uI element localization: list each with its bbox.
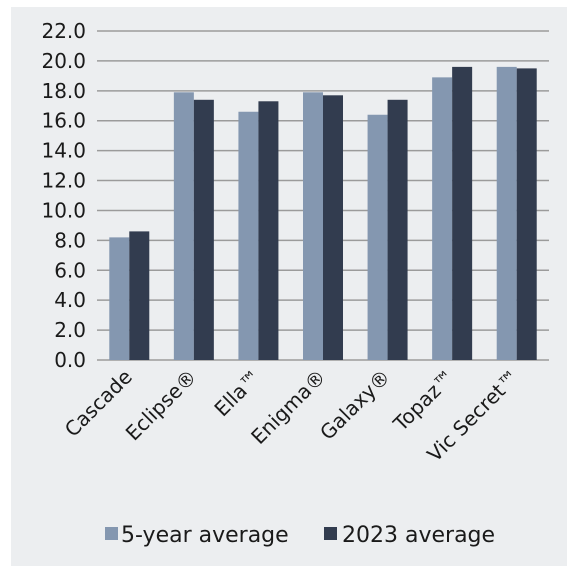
x-category-label: Galaxy® — [315, 365, 395, 445]
y-tick-label: 10.0 — [41, 198, 86, 222]
bar-2023-average — [516, 68, 537, 361]
bar-five-year-average — [173, 92, 194, 361]
bar-2023-average — [323, 95, 343, 361]
x-category-label: Ella™ — [209, 365, 266, 422]
bar-2023-average — [387, 99, 408, 361]
chart-panel — [11, 7, 567, 566]
y-tick-label: 6.0 — [54, 258, 86, 282]
y-tick-label: 16.0 — [41, 109, 86, 133]
y-tick-label: 22.0 — [41, 19, 86, 43]
bar-five-year-average — [303, 92, 323, 361]
y-tick-label: 18.0 — [41, 79, 86, 103]
x-category-label: Eclipse® — [121, 365, 202, 446]
bar-five-year-average — [238, 111, 259, 360]
bar-2023-average — [258, 101, 279, 360]
y-tick-label: 20.0 — [41, 49, 86, 73]
bar-five-year-average — [109, 237, 130, 360]
y-tick-label: 2.0 — [54, 318, 86, 342]
y-tick-label: 0.0 — [54, 348, 86, 372]
y-tick-label: 14.0 — [41, 139, 86, 163]
y-axis-ticks: 0.0 2.0 4.0 6.0 8.0 10.0 12.0 14.0 16.0 18.0 20.0 2… — [41, 19, 86, 372]
y-tick-label: 8.0 — [54, 228, 86, 252]
y-tick-label: 12.0 — [41, 169, 86, 193]
legend: 5-year average 2023 average — [105, 523, 495, 548]
bar-five-year-average — [496, 66, 517, 361]
legend-swatch — [324, 527, 337, 540]
bar-five-year-average — [367, 114, 388, 360]
bar-2023-average — [193, 99, 214, 361]
bars — [109, 66, 537, 361]
bar-2023-average — [452, 66, 473, 361]
bar-five-year-average — [432, 77, 453, 360]
legend-swatch — [105, 527, 118, 540]
legend-label: 2023 average — [342, 523, 495, 548]
legend-label: 5-year average — [121, 523, 289, 548]
y-tick-label: 4.0 — [54, 288, 86, 312]
bar-2023-average — [129, 231, 150, 360]
